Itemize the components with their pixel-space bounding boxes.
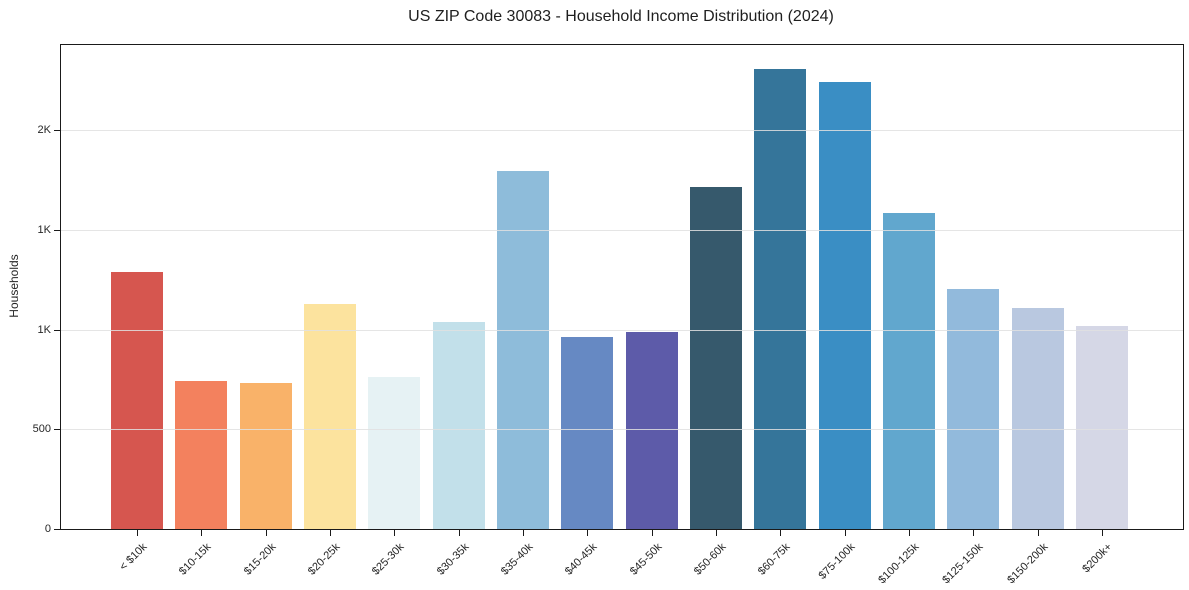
x-tick-mark [587,530,589,536]
y-tick-label: 2K [37,124,51,137]
x-tick-label: $40-45k [563,541,600,578]
bar [754,69,807,529]
plot-area: < $10k $10-15k $15-20k $20-25k $25-30k $30-35… [33,44,1184,586]
x-tick-mark [523,530,524,536]
x-tick-label: $20-25k [305,541,343,578]
x-tick-mark [780,530,782,536]
x-tick-mark [394,530,396,536]
x-tick-label: $150-200k [1004,541,1051,587]
y-tick-mark [54,229,60,231]
chart-title: US ZIP Code 30083 - Household Income Dis… [408,8,834,25]
x-tick-label: $100-125k [876,541,922,587]
bar [432,321,485,529]
bar [947,288,1000,529]
x-tick-label: $10-15k [177,541,214,578]
bar [175,381,228,529]
gridline [61,130,1183,132]
bar [239,383,292,529]
bar [1011,307,1064,529]
x-tick-label: $25-30k [370,541,407,578]
x-tick-label: $35-40k [498,541,536,578]
x-tick-label: < $10k [117,541,150,574]
x-tick-label: $30-35k [434,541,472,578]
x-tick-label: $60-75k [756,541,793,578]
x-tick-mark [458,530,460,536]
y-tick-mark [54,130,60,132]
x-tick-label: $50-60k [691,541,729,578]
x-tick-mark [716,530,717,536]
x-tick-mark [1037,530,1039,536]
x-tick-label: $75-100k [816,541,858,582]
x-tick-mark [973,530,975,536]
y-tick-mark [54,529,60,530]
bar [497,171,549,529]
x-tick-mark [201,530,203,536]
gridline [61,329,1183,331]
y-tick-label: 0 [44,523,51,535]
bar [111,271,163,529]
y-tick-label: 1K [37,323,51,336]
bar [304,303,356,529]
x-tick-mark [844,530,846,536]
x-tick-mark [651,530,653,536]
bar [625,331,678,529]
x-tick-label: $125-150k [940,541,986,587]
y-tick-label: 500 [32,423,51,436]
y-tick-mark [54,429,60,431]
gridline [61,229,1183,231]
x-tick-mark [330,530,331,536]
y-tick-label: 1K [37,223,51,236]
bar [561,336,614,529]
bar [818,82,871,529]
x-tick-mark [265,530,267,536]
y-tick-mark [54,329,60,331]
bar [368,377,421,529]
x-tick-label: $200k+ [1080,541,1115,576]
x-tick-label: $45-50k [627,541,665,578]
bar [1076,325,1128,529]
x-tick-label: $15-20k [241,541,279,578]
y-axis-label: Households [7,254,21,318]
x-tick-mark [137,530,138,536]
x-tick-mark [909,530,910,536]
x-tick-mark [1102,530,1103,536]
gridline [61,429,1183,431]
bar [883,212,935,529]
bar [690,187,742,529]
